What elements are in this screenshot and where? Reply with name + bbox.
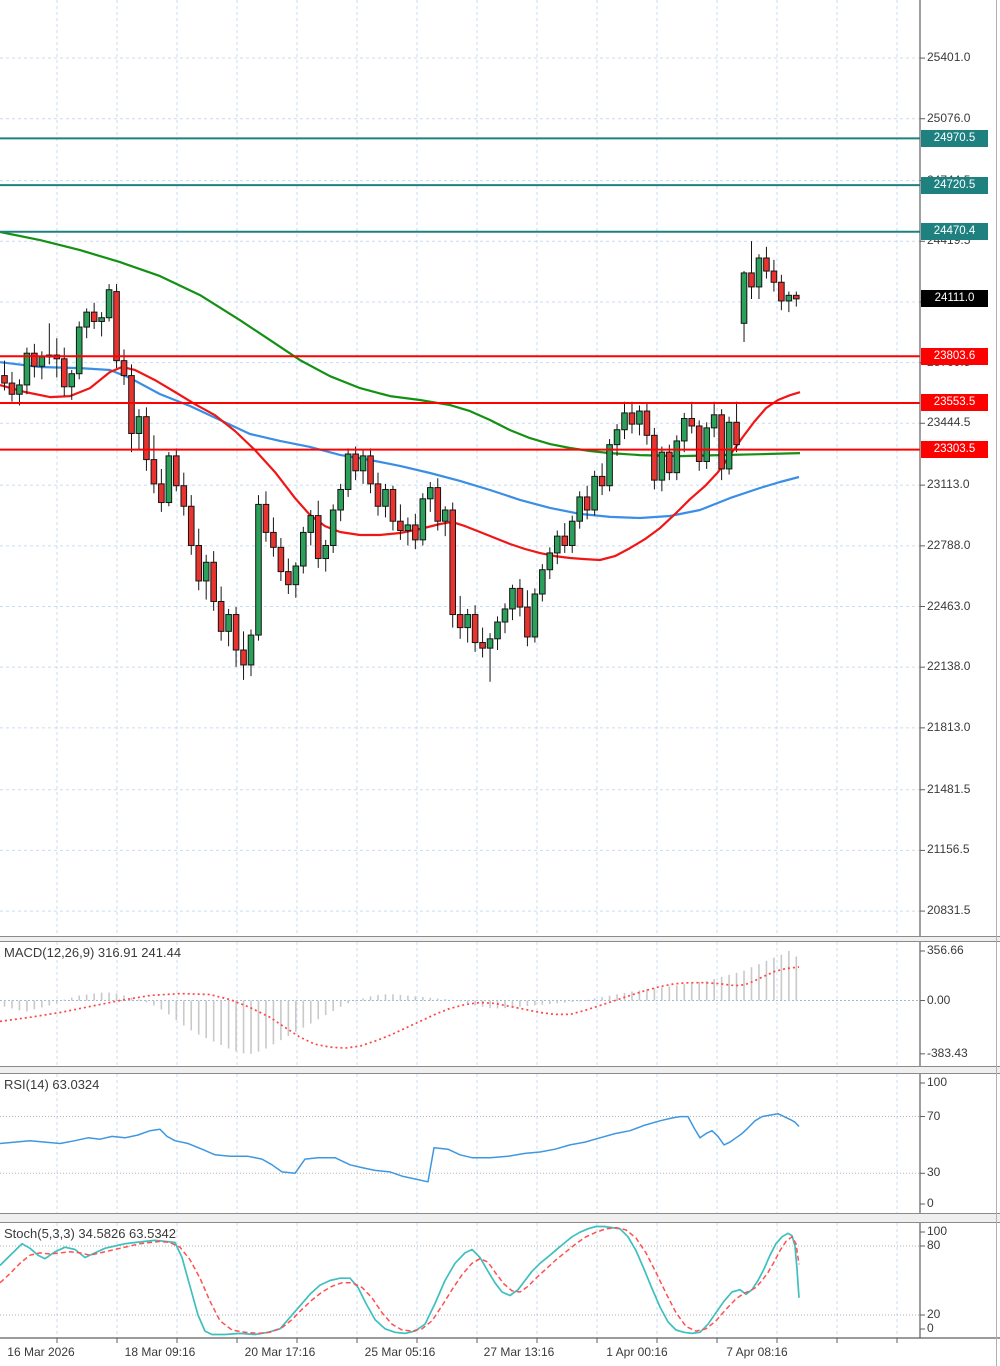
y-axis-label: 25401.0 <box>927 50 971 65</box>
panel-separator[interactable] <box>0 1213 1000 1223</box>
indicator-axis-label: 356.66 <box>927 943 964 957</box>
price-level-badge: 23303.5 <box>921 441 988 459</box>
window-right-edge <box>996 0 997 1366</box>
y-axis-label: 25076.0 <box>927 110 971 125</box>
price-level-badge: 24470.4 <box>921 223 988 241</box>
indicator-axis-label: 70 <box>927 1108 941 1123</box>
panel-separator[interactable] <box>0 936 1000 942</box>
y-axis-label: 20831.5 <box>927 903 971 918</box>
price-level-badge: 23553.5 <box>921 394 988 412</box>
price-level-badge: 24970.5 <box>921 129 988 147</box>
x-axis-label: 7 Apr 08:16 <box>726 1345 788 1359</box>
panel-separator[interactable] <box>0 1066 1000 1074</box>
indicator-axis-label: 80 <box>927 1238 941 1252</box>
indicator-axis-label: 30 <box>927 1165 941 1180</box>
indicator-axis-label: -383.43 <box>927 1045 968 1060</box>
indicator-axis-label: 100 <box>927 1224 948 1238</box>
x-axis-label: 27 Mar 13:16 <box>483 1345 555 1359</box>
y-axis-label: 22788.0 <box>927 537 971 552</box>
price-level-badge: 23803.6 <box>921 347 988 365</box>
y-axis-label: 23444.5 <box>927 415 971 430</box>
indicator-axis-label: 100 <box>927 1075 948 1089</box>
price-level-badge: 24720.5 <box>921 176 988 194</box>
current-price-badge: 24111.0 <box>921 290 988 308</box>
y-axis-label: 22138.0 <box>927 659 971 674</box>
indicator-axis-label: 0 <box>927 1321 934 1335</box>
y-axis-label: 22463.0 <box>927 598 971 613</box>
x-axis-label: 18 Mar 09:16 <box>124 1345 196 1359</box>
stochastic-indicator-label: Stoch(5,3,3) 34.5826 63.5342 <box>4 1226 177 1241</box>
indicator-axis-label: 0.00 <box>927 992 951 1007</box>
y-axis-label: 21156.5 <box>927 842 970 857</box>
x-axis-label: 1 Apr 00:16 <box>606 1345 668 1359</box>
x-axis-label: 20 Mar 17:16 <box>244 1345 316 1359</box>
indicator-axis-label: 20 <box>927 1307 941 1321</box>
rsi-indicator-label: RSI(14) 63.0324 <box>4 1077 100 1092</box>
macd-indicator-label: MACD(12,26,9) 316.91 241.44 <box>4 945 182 960</box>
y-axis-label: 21481.5 <box>927 781 971 796</box>
x-axis-label: 25 Mar 05:16 <box>364 1345 436 1359</box>
indicator-axis-label: 0 <box>927 1196 934 1210</box>
x-axis-label: 16 Mar 2026 <box>7 1345 75 1359</box>
y-axis-label: 21813.0 <box>927 719 971 734</box>
y-axis-label: 25726.0 <box>927 0 970 3</box>
y-axis-label: 23113.0 <box>927 477 970 492</box>
